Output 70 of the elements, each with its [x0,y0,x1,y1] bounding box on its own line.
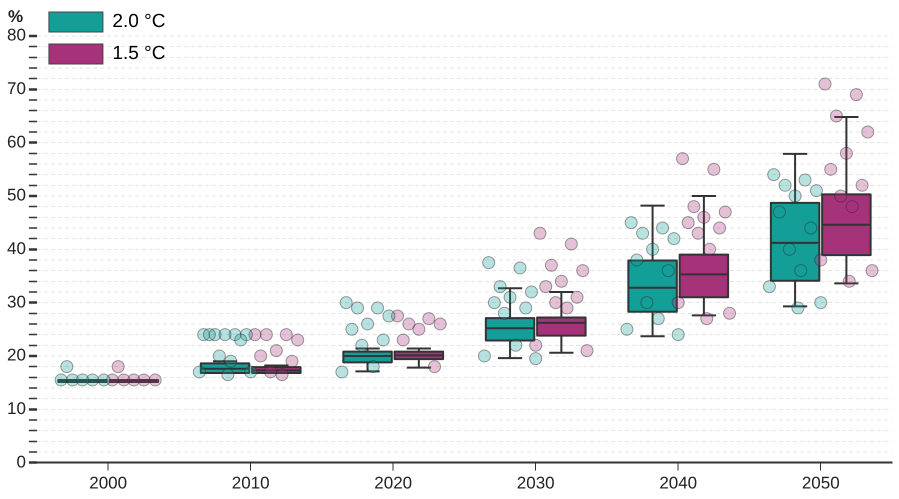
y-tick-label: 60 [6,132,26,152]
x-tick-label: 2000 [89,473,128,492]
y-tick-label: 50 [6,186,26,205]
point [570,290,584,304]
point [264,365,278,378]
point [703,242,716,256]
point [402,317,416,330]
point [291,333,304,346]
x-tick-label: 2020 [374,473,412,492]
point [539,280,552,294]
point [687,200,700,214]
point [529,338,542,352]
point [866,264,879,278]
point [434,317,447,330]
point [580,344,594,358]
x-tick-label: 2010 [232,473,270,492]
point [286,354,299,368]
point [554,274,568,288]
point [713,221,726,234]
point [544,258,558,272]
y-tick-label: 40 [6,238,26,258]
point [692,226,705,240]
point [549,296,562,310]
point [254,349,268,362]
point [396,333,410,346]
y-tick-label: 0 [16,452,26,472]
point [830,109,843,122]
point [856,178,869,192]
point [700,312,714,326]
y-tick-label: 10 [6,398,26,418]
point [718,205,732,218]
point [533,226,546,240]
point [148,373,162,386]
point [112,360,125,374]
point [428,360,442,374]
y-tick-label: 20 [6,346,26,365]
point [672,296,685,310]
point [861,125,874,138]
point [422,312,436,326]
point [842,274,856,288]
point [834,189,848,202]
point [840,146,853,160]
point [127,373,140,386]
y-tick-label: 70 [6,79,26,98]
x-tick-label: 2030 [516,473,555,492]
point [412,322,426,336]
y-tick-label: 80 [6,26,26,45]
x-tick-label: 2040 [659,473,698,492]
point [707,162,720,176]
point [280,328,293,342]
point [682,216,695,230]
point [824,162,838,176]
point [676,152,690,166]
point [260,328,273,342]
point [564,237,578,250]
point [560,301,574,314]
x-tick-label: 2050 [802,473,840,492]
point [697,210,710,224]
point [846,200,859,214]
legend-label: 1.5 °C [112,43,166,64]
point [723,306,736,320]
point [276,368,289,382]
y-tick-label: 30 [6,292,26,312]
point [850,88,863,102]
point [814,253,828,266]
point [576,264,590,278]
point [270,344,283,358]
point [818,77,832,90]
y-axis-title: % [8,7,24,26]
legend-label: 2.0 °C [112,11,166,32]
